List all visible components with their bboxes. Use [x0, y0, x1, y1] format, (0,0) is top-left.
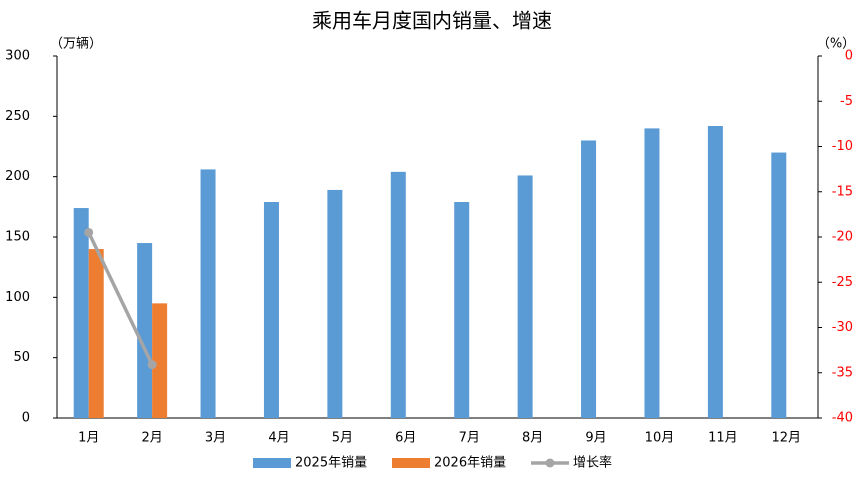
y2-tick-label: -25	[832, 275, 853, 290]
x-tick-label: 12月	[772, 431, 802, 446]
x-tick-label: 4月	[268, 431, 289, 446]
legend-label: 2026年销量	[434, 456, 506, 471]
y-tick-label: 300	[5, 49, 30, 64]
bar	[263, 202, 279, 418]
bar	[137, 243, 153, 418]
bar	[152, 303, 168, 418]
y2-tick-label: -40	[832, 411, 853, 426]
y2-tick-label: 0	[845, 49, 853, 64]
bar	[517, 175, 533, 418]
y-tick-label: 150	[5, 230, 30, 245]
legend-marker	[545, 458, 555, 468]
y-tick-label: 50	[13, 350, 30, 365]
x-tick-label: 2月	[141, 431, 162, 446]
y2-tick-label: -15	[832, 184, 853, 199]
x-tick-label: 11月	[708, 431, 738, 446]
x-tick-label: 6月	[395, 431, 416, 446]
chart-title: 乘用车月度国内销量、增速	[312, 9, 552, 33]
bar	[200, 169, 216, 418]
bar	[644, 128, 660, 418]
y2-tick-label: -30	[832, 320, 853, 335]
x-tick-label: 7月	[459, 431, 480, 446]
bar	[327, 189, 343, 418]
bar	[73, 208, 89, 418]
bar	[88, 249, 104, 418]
x-tick-label: 10月	[645, 431, 675, 446]
y-axis-label: （万辆）	[50, 37, 102, 52]
y2-tick-label: -5	[840, 94, 853, 109]
y-tick-label: 100	[5, 290, 30, 305]
x-tick-label: 9月	[585, 431, 606, 446]
x-tick-label: 1月	[78, 431, 99, 446]
line	[87, 231, 154, 366]
x-tick-label: 8月	[522, 431, 543, 446]
bar	[454, 202, 470, 418]
x-tick-label: 5月	[332, 431, 353, 446]
legend-label: 增长率	[573, 455, 612, 471]
y2-tick-label: -35	[832, 365, 853, 380]
y-tick-label: 200	[5, 169, 30, 184]
y-tick-label: 0	[22, 411, 30, 426]
legend-swatch	[253, 458, 291, 468]
bar	[771, 152, 787, 419]
y2-axis-label: （%）	[817, 37, 855, 52]
legend-swatch	[392, 458, 430, 468]
bar	[707, 125, 723, 418]
bar	[390, 171, 406, 418]
y2-tick-label: -10	[832, 139, 853, 154]
line-marker	[84, 227, 94, 237]
bar	[581, 140, 597, 418]
y-tick-label: 250	[5, 109, 30, 124]
y2-tick-label: -20	[832, 230, 853, 245]
line-marker	[147, 360, 157, 370]
x-tick-label: 3月	[205, 431, 226, 446]
legend-label: 2025年销量	[295, 456, 367, 471]
